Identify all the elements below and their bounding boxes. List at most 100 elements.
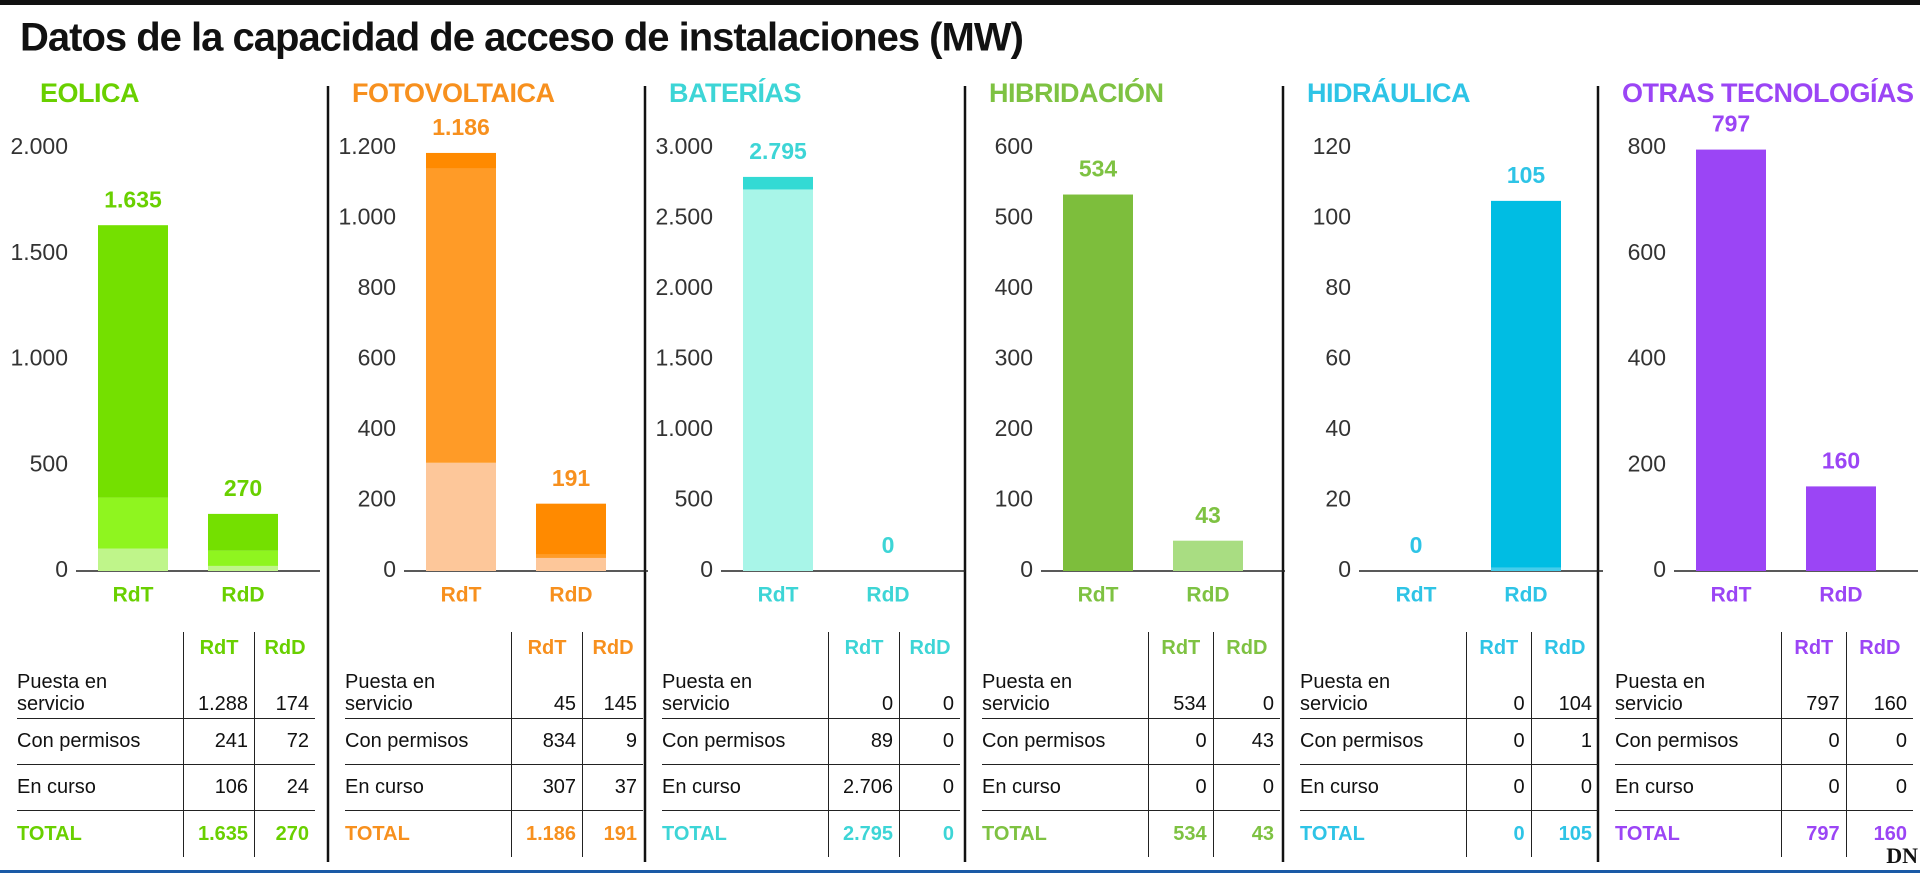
y-tick-label: 0: [1338, 556, 1351, 582]
y-tick-label: 100: [1313, 204, 1351, 230]
data-table: RdT RdD Puesta en servicio 0 104 Con permisos…: [1300, 632, 1598, 857]
x-tick-label: RdD: [549, 584, 592, 607]
row-label: Puesta en servicio: [345, 664, 512, 719]
table-cell: 0: [899, 664, 960, 719]
y-tick-label: 40: [1325, 415, 1351, 441]
table-cell: 797: [1781, 664, 1847, 719]
column-header: RdD: [899, 632, 960, 664]
row-label: Con permisos: [1615, 718, 1782, 765]
table-cell: 534: [1148, 810, 1214, 857]
x-tick-label: RdD: [1819, 584, 1862, 607]
top-rule: [0, 0, 1920, 5]
y-tick-label: 200: [358, 486, 396, 512]
row-label: TOTAL: [1300, 822, 1365, 845]
bar-segment: [208, 513, 278, 551]
table-row: Con permisos 241 72: [17, 718, 315, 765]
x-tick-label: RdD: [866, 584, 909, 607]
row-label: TOTAL: [1615, 822, 1680, 845]
data-table: RdT RdD Puesta en servicio 534 0 Con permisos…: [982, 632, 1280, 857]
table-cell: 0: [1466, 718, 1532, 765]
table-cell: 0: [899, 764, 960, 811]
bar-segment: [743, 176, 813, 190]
table-cell: 24: [254, 764, 315, 811]
column-header: RdD: [1212, 632, 1280, 664]
total-label: 1.186: [432, 114, 490, 140]
x-tick-label: RdT: [113, 584, 154, 607]
y-tick-label: 1.000: [10, 345, 68, 371]
table-cell: 105: [1530, 810, 1598, 857]
y-tick-label: 1.500: [655, 345, 713, 371]
table-cell: 1: [1530, 718, 1598, 765]
table-cell: 1.288: [182, 664, 255, 719]
bar-segment: [536, 557, 606, 571]
table-cell: 145: [582, 664, 643, 719]
row-label: Con permisos: [982, 718, 1149, 765]
panel-title: HIDRÁULICA: [1307, 77, 1470, 108]
table-cell: 160: [1845, 664, 1913, 719]
y-tick-label: 1.000: [655, 415, 713, 441]
panel-title: FOTOVOLTAICA: [352, 78, 555, 108]
table-corner: [982, 632, 1149, 664]
column-header: RdT: [1466, 632, 1532, 664]
table-cell: 2.706: [827, 764, 900, 811]
table-cell: 160: [1845, 810, 1913, 857]
table-cell: 0: [1845, 764, 1913, 811]
table-row: En curso 0 0: [1615, 764, 1913, 811]
y-tick-label: 80: [1325, 274, 1351, 300]
table-cell: 191: [582, 810, 643, 857]
x-tick-label: RdD: [1504, 584, 1547, 607]
table-cell: 0: [1466, 664, 1532, 719]
y-tick-label: 800: [1628, 133, 1666, 159]
y-tick-label: 3.000: [655, 133, 713, 159]
table-cell: 104: [1530, 664, 1598, 719]
table-row: Puesta en servicio 0 104: [1300, 664, 1598, 719]
total-label: 797: [1712, 111, 1750, 137]
y-tick-label: 400: [995, 274, 1033, 300]
x-tick-label: RdT: [441, 584, 482, 607]
bar-segment: [1063, 194, 1133, 571]
y-tick-label: 600: [1628, 239, 1666, 265]
bar-segment: [1806, 486, 1876, 571]
bar-segment: [98, 225, 168, 498]
table-corner: [1615, 632, 1782, 664]
table-cell: 43: [1212, 718, 1280, 765]
bar-segment: [536, 554, 606, 558]
x-tick-label: RdT: [1711, 584, 1752, 607]
table-row: Con permisos 0 1: [1300, 718, 1598, 765]
y-tick-label: 2.000: [10, 133, 68, 159]
y-tick-label: 300: [995, 345, 1033, 371]
column-header: RdT: [182, 632, 255, 664]
bar-segment: [1173, 540, 1243, 571]
table-cell: 1.186: [510, 810, 583, 857]
bar-segment: [208, 565, 278, 571]
table-row: En curso 0 0: [1300, 764, 1598, 811]
total-label: 191: [552, 465, 591, 491]
table-cell: 89: [827, 718, 900, 765]
y-tick-label: 500: [675, 486, 713, 512]
y-tick-label: 20: [1325, 486, 1351, 512]
table-corner: [345, 632, 512, 664]
table-row: Con permisos 89 0: [662, 718, 960, 765]
table-cell: 307: [510, 764, 583, 811]
x-tick-label: RdT: [758, 584, 799, 607]
column-header: RdD: [582, 632, 643, 664]
bar-segment: [426, 152, 496, 169]
row-label: TOTAL: [345, 822, 410, 845]
y-tick-label: 400: [358, 415, 396, 441]
panel-title: OTRAS TECNOLOGÍAS: [1622, 77, 1914, 108]
table-row: Puesta en servicio 45 145: [345, 664, 643, 719]
y-tick-label: 100: [995, 486, 1033, 512]
table-cell: 9: [582, 718, 643, 765]
table-row: Con permisos 0 0: [1615, 718, 1913, 765]
x-tick-label: RdT: [1396, 584, 1437, 607]
row-label: TOTAL: [662, 822, 727, 845]
table-header: RdT RdD: [345, 632, 643, 664]
total-label: 2.795: [749, 138, 807, 164]
table-cell: 43: [1212, 810, 1280, 857]
total-label: 534: [1079, 156, 1118, 182]
bottom-rule: [0, 870, 1920, 873]
table-cell: 174: [254, 664, 315, 719]
table-cell: 0: [1148, 764, 1214, 811]
total-label: 105: [1507, 162, 1546, 188]
